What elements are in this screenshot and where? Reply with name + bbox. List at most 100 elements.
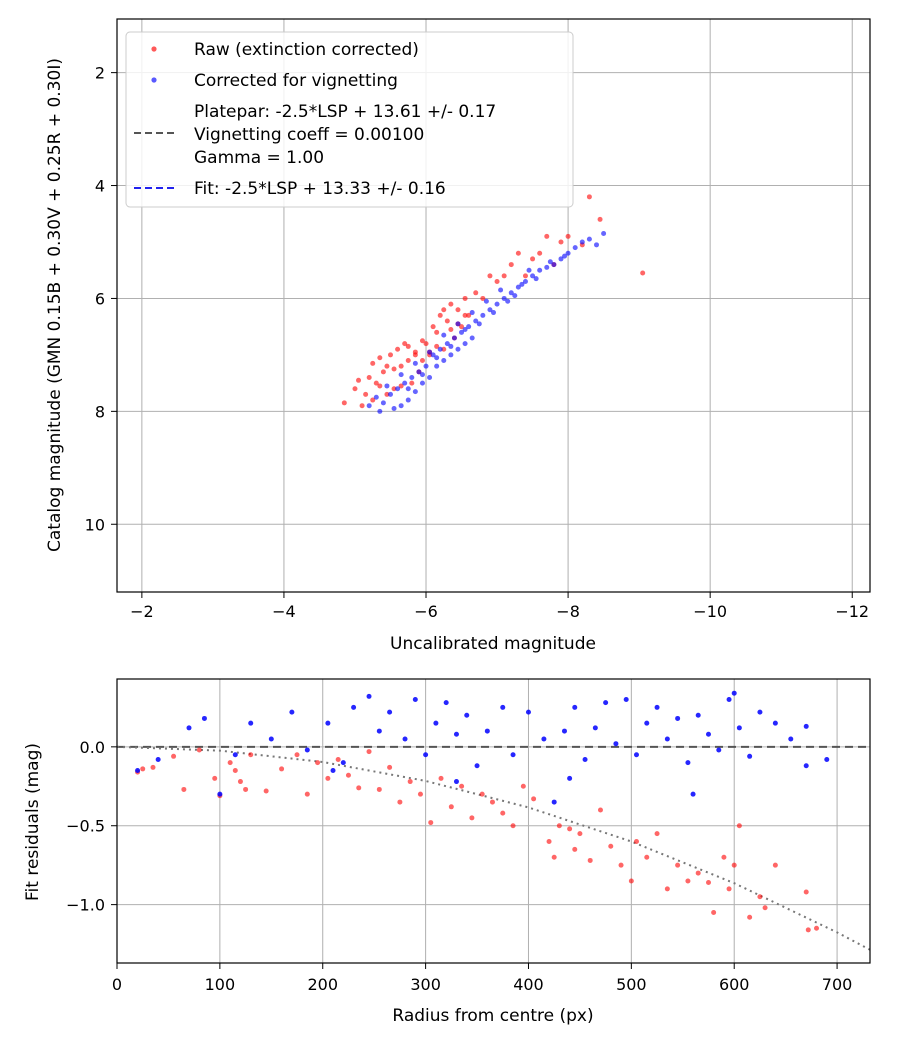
calibration-points [341, 194, 646, 414]
raw-residual-point [726, 886, 732, 892]
corrected-point [515, 284, 521, 290]
raw-residual-point [428, 820, 434, 826]
raw-residual-point [711, 910, 717, 916]
raw-residual-point [551, 854, 557, 860]
corrected-residual-point [135, 768, 141, 774]
residuals-reference-lines [116, 745, 871, 951]
corrected-point [505, 298, 511, 304]
residuals-panel: 0 100 200 300 400 500 600 700 0.0 −0.5 −1.0 Radius… [23, 678, 871, 1026]
raw-point [597, 216, 603, 222]
residuals-x-axis-label: Radius from centre (px) [392, 1006, 593, 1026]
corrected-point [459, 329, 465, 335]
calibration-x-tick-label: −2 [130, 602, 154, 621]
corrected-point [565, 250, 571, 256]
raw-point [459, 324, 465, 330]
corrected-point [586, 236, 592, 242]
raw-point [501, 273, 507, 279]
corrected-residual-point [561, 728, 567, 734]
corrected-residual-point [690, 791, 696, 797]
raw-point [558, 239, 564, 245]
raw-point [356, 377, 362, 383]
raw-residual-point [747, 914, 753, 920]
corrected-residual-point [433, 720, 439, 726]
raw-residual-point [633, 839, 639, 845]
calibration-x-tick-label: −4 [272, 602, 296, 621]
raw-residual-point [196, 747, 202, 753]
corrected-residual-point [376, 728, 382, 734]
raw-residual-point [489, 799, 495, 805]
raw-residual-point [772, 862, 778, 868]
raw-residual-point [232, 768, 238, 774]
raw-residual-point [587, 857, 593, 863]
raw-point [384, 391, 390, 397]
corrected-point [402, 380, 408, 386]
raw-point [373, 380, 379, 386]
raw-residual-point [577, 831, 583, 837]
corrected-residual-point [664, 736, 670, 742]
corrected-residual-point [824, 756, 830, 762]
corrected-point [451, 335, 457, 341]
corrected-point [476, 321, 482, 327]
corrected-point [572, 245, 578, 251]
raw-point [508, 262, 514, 268]
corrected-point [469, 310, 475, 316]
corrected-residual-point [402, 736, 408, 742]
raw-residual-point [546, 839, 552, 845]
raw-point [530, 256, 536, 262]
raw-residual-point [814, 925, 820, 931]
raw-residual-point [171, 753, 177, 759]
calibration-x-tick-label: −8 [556, 602, 580, 621]
raw-residual-point [237, 779, 243, 785]
raw-residual-point [618, 862, 624, 868]
corrected-point [444, 341, 450, 347]
raw-point [395, 346, 401, 352]
raw-residual-point [335, 756, 341, 762]
corrected-residual-point [685, 760, 691, 766]
corrected-residual-point [248, 720, 254, 726]
calibration-x-tick-label: −6 [414, 602, 438, 621]
raw-residual-point [762, 905, 768, 911]
raw-point [565, 233, 571, 239]
raw-residual-point [567, 826, 573, 832]
legend-corrected-label: Corrected for vignetting [194, 71, 398, 91]
corrected-point [480, 312, 486, 318]
corrected-residual-point [551, 799, 557, 805]
raw-residual-point [675, 862, 681, 868]
corrected-point [384, 383, 390, 389]
raw-residual-point [479, 791, 485, 797]
raw-point [423, 341, 429, 347]
corrected-residual-point [654, 704, 660, 710]
corrected-point [419, 380, 425, 386]
raw-point [341, 400, 347, 406]
legend-platepar-label: Platepar: -2.5*LSP + 13.61 +/- 0.17 [194, 102, 496, 122]
raw-point [380, 369, 386, 375]
calibration-y-tick-label: 2 [95, 64, 105, 83]
corrected-point [434, 355, 440, 361]
raw-point [419, 338, 425, 344]
raw-residual-point [608, 843, 614, 849]
raw-point [409, 380, 415, 386]
raw-point [359, 403, 365, 409]
corrected-point [412, 389, 418, 395]
corrected-residual-point [726, 697, 732, 703]
corrected-point [437, 346, 443, 352]
raw-point [391, 366, 397, 372]
corrected-residual-point [525, 709, 531, 715]
corrected-residual-point [592, 725, 598, 731]
corrected-point [395, 386, 401, 392]
corrected-point [448, 343, 454, 349]
corrected-point [544, 264, 550, 270]
corrected-point [373, 394, 379, 400]
raw-point [405, 343, 411, 349]
calibration-y-tick-label: 8 [95, 402, 105, 421]
corrected-residual-point [633, 752, 639, 758]
residuals-x-tick-label: 500 [616, 975, 647, 994]
raw-residual-point [520, 783, 526, 789]
raw-residual-point [597, 807, 603, 813]
raw-residual-point [294, 752, 300, 758]
raw-residual-point [705, 880, 711, 886]
raw-residual-point [315, 760, 321, 766]
raw-residual-point [448, 804, 454, 810]
corrected-residual-point [803, 763, 809, 769]
residuals-y-tick-label: 0.0 [80, 738, 105, 757]
